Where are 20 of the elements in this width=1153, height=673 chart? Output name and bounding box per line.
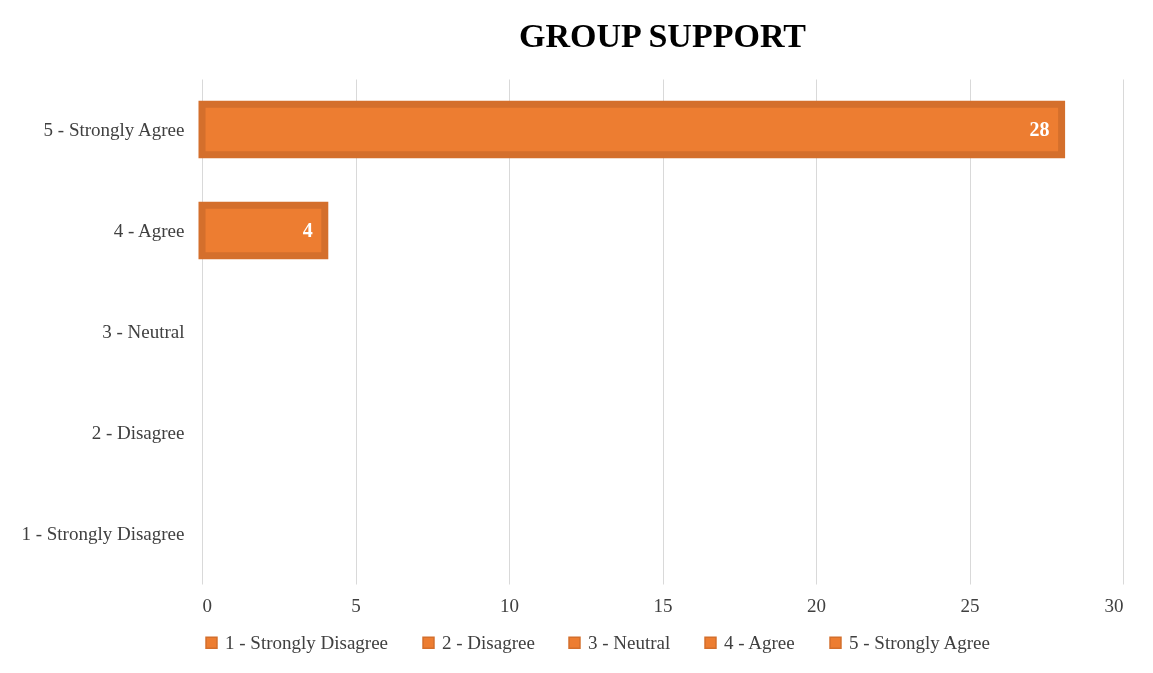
x-tick-label: 0: [202, 594, 212, 616]
legend-label: 2 - Disagree: [442, 631, 535, 653]
data-label: 4: [302, 218, 313, 241]
legend-label: 3 - Neutral: [588, 631, 671, 653]
chart-title: GROUP SUPPORT: [519, 17, 807, 54]
legend-label: 1 - Strongly Disagree: [225, 631, 389, 653]
legend-label: 4 - Agree: [724, 631, 795, 653]
data-label: 28: [1029, 117, 1050, 140]
y-tick-label: 3 - Neutral: [102, 320, 185, 342]
y-tick-label: 1 - Strongly Disagree: [21, 522, 185, 544]
y-tick-label: 2 - Disagree: [91, 421, 185, 443]
x-tick-label: 20: [807, 594, 826, 616]
x-tick-label: 5: [351, 594, 361, 616]
y-tick-label: 5 - Strongly Agree: [43, 118, 185, 140]
x-tick-label: 30: [1104, 594, 1124, 616]
x-tick-label: 15: [653, 594, 673, 616]
legend-label: 5 - Strongly Agree: [849, 631, 990, 653]
y-tick-label: 4 - Agree: [113, 219, 185, 241]
x-tick-label: 10: [500, 594, 519, 616]
x-tick-label: 25: [960, 594, 980, 616]
